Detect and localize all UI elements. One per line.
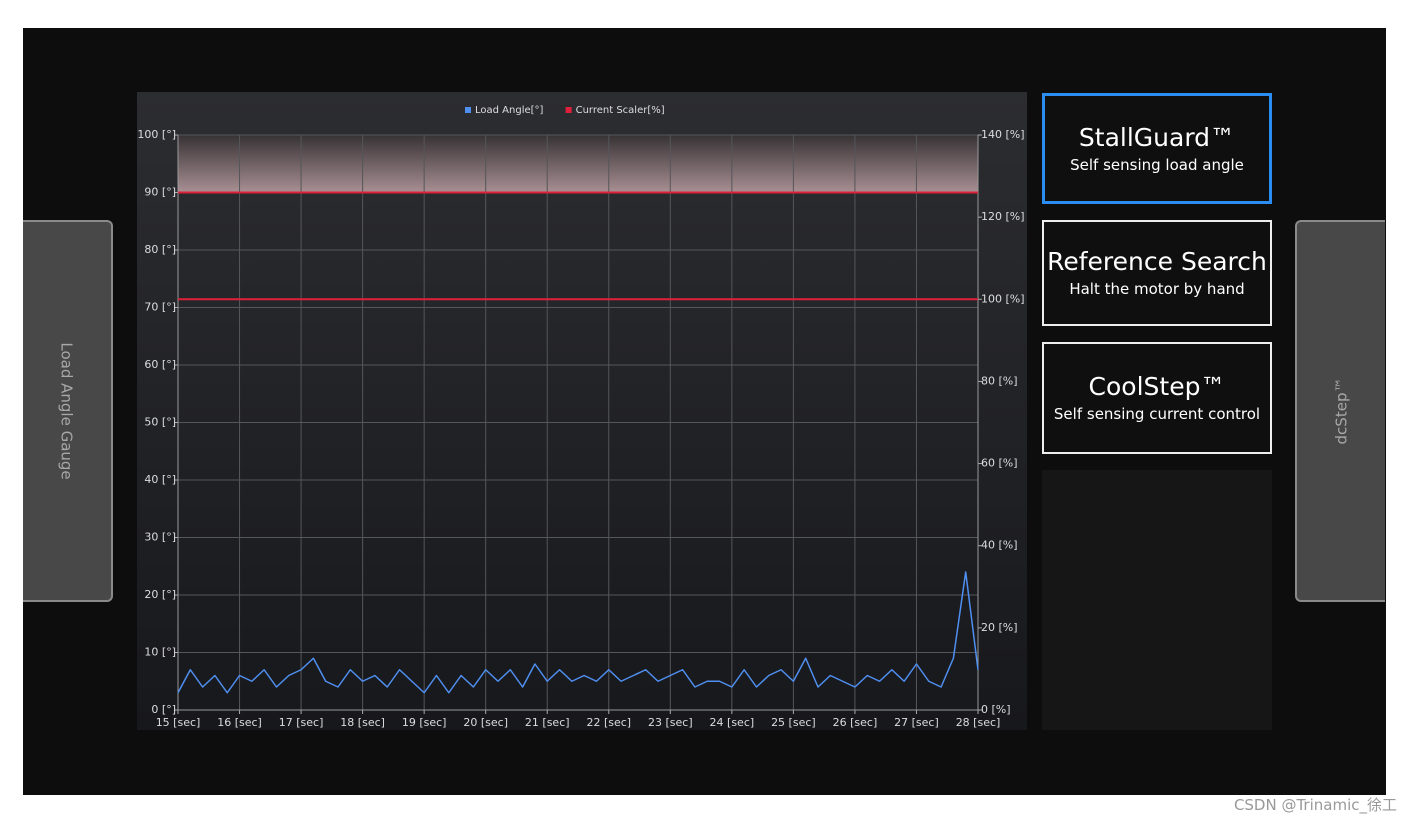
chart-background — [137, 92, 1027, 730]
x-tick-label: 18 [sec] — [340, 716, 385, 729]
x-tick-label: 15 [sec] — [156, 716, 201, 729]
y2-tick-label: 20 [%] — [981, 621, 1018, 634]
side-tab[interactable]: dcStep™ — [1295, 220, 1385, 602]
y-tick-label: 90 [°] — [144, 186, 176, 199]
y2-tick-label: 40 [%] — [981, 539, 1018, 552]
series-line — [177, 571, 979, 694]
y2-tick-label: 100 [%] — [981, 292, 1025, 305]
x-tick-label: 16 [sec] — [217, 716, 262, 729]
mode-button[interactable]: CoolStep™ Self sensing current control — [1042, 342, 1272, 454]
mode-button[interactable]: StallGuard™ Self sensing load angle — [1042, 93, 1272, 204]
y2-tick-label: 140 [%] — [981, 128, 1025, 141]
x-tick-label: 27 [sec] — [894, 716, 939, 729]
x-tick-label: 21 [sec] — [525, 716, 570, 729]
x-tick-label: 20 [sec] — [463, 716, 508, 729]
tab-label: dcStep™ — [1331, 377, 1350, 445]
y-tick-label: 30 [°] — [144, 531, 176, 544]
y2-tick-label: 80 [%] — [981, 374, 1018, 387]
threshold-band — [178, 135, 978, 193]
y-tick-label: 10 [°] — [144, 646, 176, 659]
button-subtitle: Self sensing load angle — [1070, 155, 1244, 174]
empty-panel — [1042, 470, 1272, 730]
y-tick-label: 20 [°] — [144, 588, 176, 601]
y-tick-label: 60 [°] — [144, 358, 176, 371]
legend-label: Current Scaler[%] — [576, 105, 665, 116]
y-tick-label: 40 [°] — [144, 473, 176, 486]
x-tick-label: 22 [sec] — [586, 716, 631, 729]
x-tick-label: 28 [sec] — [956, 716, 1001, 729]
x-tick-label: 23 [sec] — [648, 716, 693, 729]
y-tick-label: 100 [°] — [137, 128, 176, 141]
x-tick-label: 26 [sec] — [833, 716, 878, 729]
mode-button[interactable]: Reference Search Halt the motor by hand — [1042, 220, 1272, 326]
y2-tick-label: 60 [%] — [981, 457, 1018, 470]
side-tab[interactable]: Load Angle Gauge — [23, 220, 113, 602]
y-tick-label: 70 [°] — [144, 301, 176, 314]
button-title: CoolStep™ — [1088, 372, 1226, 401]
legend-swatch — [465, 107, 471, 113]
button-subtitle: Self sensing current control — [1053, 405, 1261, 423]
y-tick-label: 80 [°] — [144, 243, 176, 256]
legend-label: Load Angle[°] — [475, 105, 544, 116]
button-title: Reference Search — [1047, 247, 1267, 276]
tab-label: Load Angle Gauge — [58, 342, 76, 480]
y2-tick-label: 120 [%] — [981, 210, 1025, 223]
button-subtitle: Halt the motor by hand — [1069, 280, 1245, 298]
button-title: StallGuard™ — [1078, 122, 1236, 152]
x-tick-label: 19 [sec] — [402, 716, 447, 729]
y-tick-label: 0 [°] — [151, 703, 176, 716]
y-tick-label: 50 [°] — [144, 416, 176, 429]
x-tick-label: 24 [sec] — [710, 716, 755, 729]
y2-tick-label: 0 [%] — [981, 703, 1011, 716]
x-tick-label: 17 [sec] — [279, 716, 324, 729]
legend-swatch — [565, 107, 572, 113]
x-tick-label: 25 [sec] — [771, 716, 816, 729]
watermark: CSDN @Trinamic_徐工 — [1233, 796, 1397, 814]
